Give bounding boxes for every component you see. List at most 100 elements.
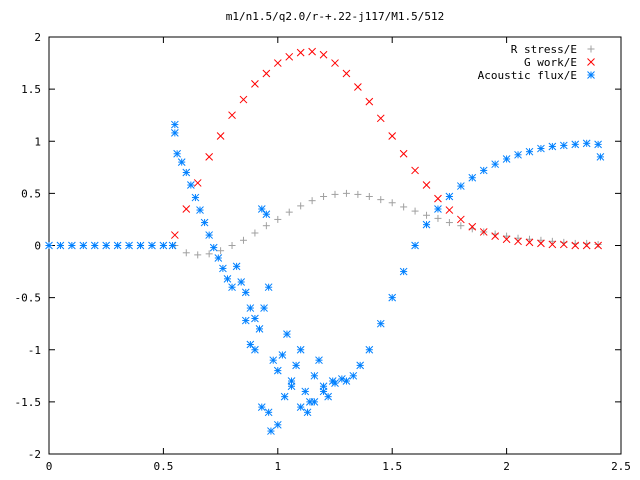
data-point	[548, 237, 556, 245]
data-point	[159, 241, 168, 250]
data-point	[125, 241, 133, 250]
data-point	[423, 211, 431, 219]
data-point	[525, 238, 534, 247]
data-point	[365, 193, 373, 201]
data-point	[296, 345, 305, 354]
data-point	[399, 149, 408, 158]
data-point	[251, 314, 259, 323]
x-tick-label: 2.5	[611, 460, 631, 473]
data-point	[491, 232, 500, 240]
data-point	[411, 166, 419, 175]
data-point	[273, 420, 282, 429]
data-point	[356, 361, 365, 370]
data-point	[376, 319, 385, 328]
data-point	[349, 371, 358, 380]
data-point	[191, 193, 200, 202]
data-point	[283, 330, 291, 338]
data-point	[445, 219, 453, 227]
data-point	[331, 190, 339, 198]
data-point	[457, 222, 465, 230]
data-point	[308, 47, 316, 56]
data-point	[502, 155, 511, 163]
data-point	[365, 345, 374, 354]
data-point	[56, 241, 65, 250]
data-point	[223, 275, 232, 283]
data-point	[456, 215, 465, 224]
data-point	[187, 181, 195, 189]
data-point	[228, 111, 236, 120]
y-tick-label: -1	[28, 344, 41, 357]
x-tick-label: 1	[274, 460, 281, 473]
data-point	[173, 149, 181, 158]
series-0	[171, 189, 602, 259]
data-point	[136, 241, 145, 250]
y-tick-label: 1.5	[21, 83, 41, 96]
data-point	[228, 242, 236, 249]
data-point	[537, 239, 545, 248]
data-point	[237, 278, 246, 286]
data-point	[514, 237, 522, 246]
data-point	[182, 168, 191, 177]
data-point	[434, 205, 442, 213]
series-2	[45, 120, 605, 435]
data-point	[182, 205, 191, 213]
legend-label: Acoustic flux/E	[478, 69, 577, 82]
data-point	[216, 132, 225, 140]
data-point	[285, 52, 294, 61]
data-point	[287, 382, 296, 391]
x-tick-label: 0	[46, 460, 53, 473]
data-point	[559, 240, 568, 249]
data-point	[377, 196, 385, 204]
data-point	[525, 235, 533, 243]
data-point	[79, 241, 88, 250]
x-tick-label: 2	[503, 460, 510, 473]
data-point	[264, 283, 273, 292]
data-point	[170, 231, 179, 239]
data-point	[354, 190, 362, 198]
data-point	[251, 229, 259, 237]
data-point	[319, 50, 328, 59]
data-point	[239, 95, 248, 104]
legend-marker	[587, 71, 595, 79]
data-point	[310, 398, 319, 406]
data-point	[241, 288, 250, 297]
data-point	[168, 241, 177, 250]
data-point	[319, 387, 328, 396]
y-tick-label: 0	[34, 240, 41, 253]
data-point	[411, 207, 419, 215]
data-point	[468, 222, 477, 231]
legend-marker	[587, 58, 595, 66]
data-point	[354, 83, 362, 91]
y-tick-label: 1	[34, 135, 41, 148]
data-point	[228, 283, 236, 292]
legend-label: G work/E	[524, 56, 577, 69]
x-tick-label: 1.5	[382, 460, 402, 473]
data-point	[594, 240, 602, 248]
data-point	[241, 316, 250, 325]
data-point	[342, 377, 351, 385]
data-point	[177, 158, 186, 166]
data-point	[196, 206, 204, 214]
data-point	[264, 408, 273, 417]
legend-label: R stress/E	[511, 43, 577, 56]
data-point	[217, 247, 225, 255]
data-point	[342, 69, 351, 78]
data-point	[194, 251, 202, 259]
data-point	[239, 236, 247, 244]
data-point	[68, 241, 76, 250]
y-tick-label: -2	[28, 448, 41, 461]
data-point	[596, 153, 605, 161]
data-point	[255, 325, 264, 333]
series-layer	[45, 47, 605, 435]
data-point	[422, 181, 431, 189]
data-point	[297, 202, 305, 210]
data-point	[388, 132, 397, 140]
data-point	[257, 403, 266, 411]
data-point	[205, 250, 213, 258]
data-point	[331, 379, 339, 387]
data-point	[388, 199, 396, 207]
data-point	[514, 234, 522, 242]
y-tick-label: 2	[34, 31, 41, 44]
